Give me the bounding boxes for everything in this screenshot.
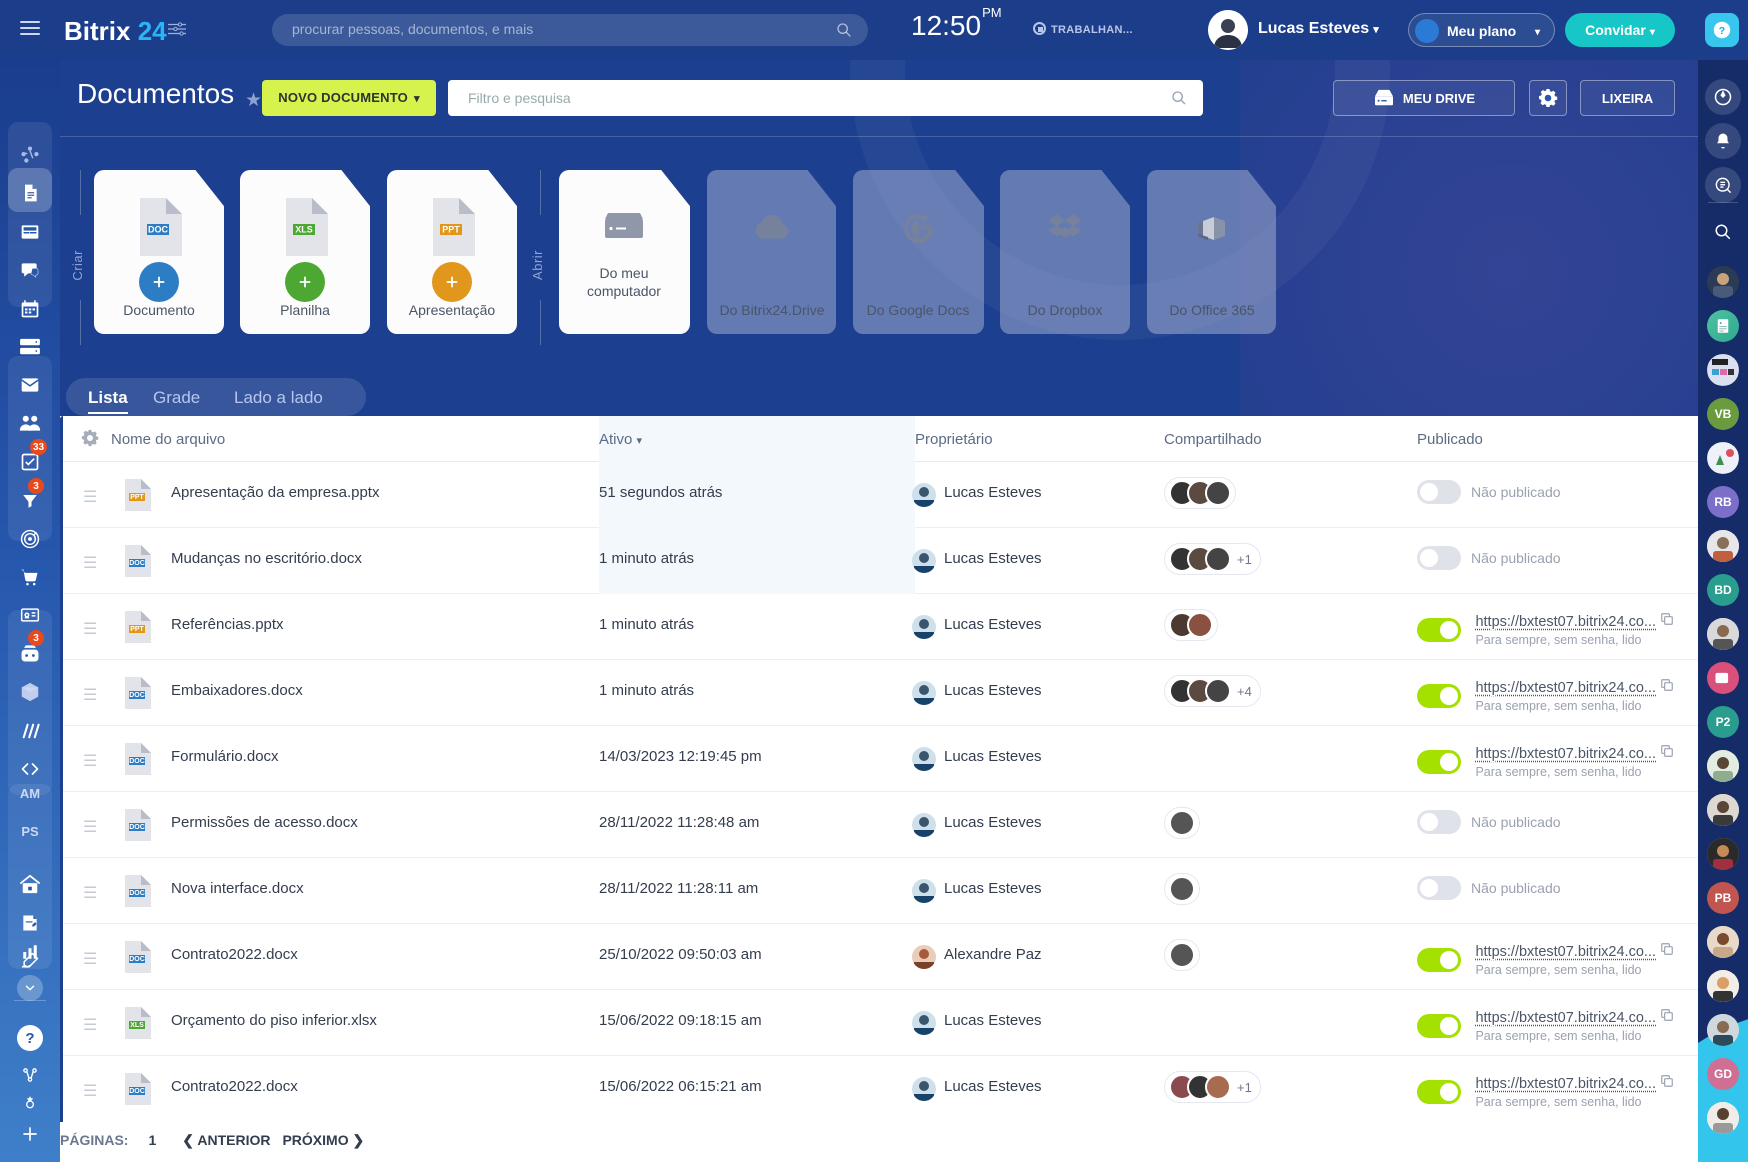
svg-text:XLS: XLS <box>295 225 313 235</box>
svg-text:?: ? <box>1719 25 1725 37</box>
svg-text:PPT: PPT <box>130 626 144 633</box>
svg-text:DOC: DOC <box>129 692 145 699</box>
svg-text:DOC: DOC <box>129 758 145 765</box>
svg-text:DOC: DOC <box>129 1088 145 1095</box>
svg-text:DOC: DOC <box>148 225 169 235</box>
svg-text:DOC: DOC <box>129 956 145 963</box>
svg-text:PPT: PPT <box>130 494 144 501</box>
svg-text:XLS: XLS <box>130 1022 144 1029</box>
svg-text:DOC: DOC <box>129 824 145 831</box>
svg-text:DOC: DOC <box>129 560 145 567</box>
svg-text:PPT: PPT <box>442 225 460 235</box>
svg-text:DOC: DOC <box>129 890 145 897</box>
